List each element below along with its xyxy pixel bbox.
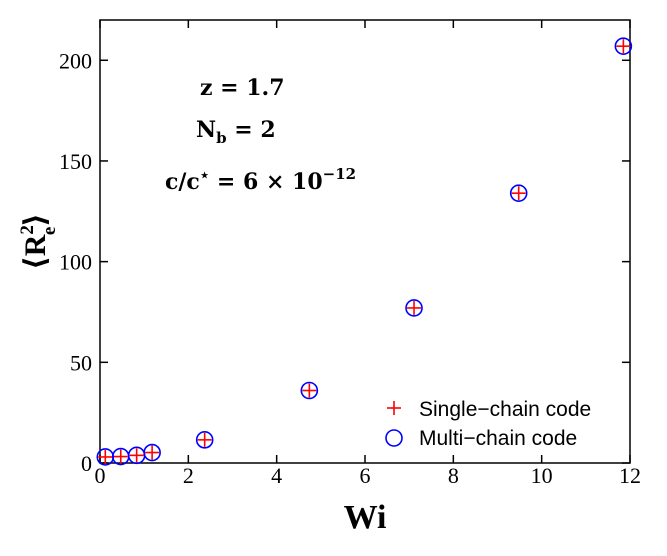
axis-ticks (99, 20, 631, 464)
x-tick-label: 0 (95, 463, 106, 488)
legend-label-multi-chain: Multi−chain code (419, 427, 577, 450)
legend-item-single-chain: Single−chain code (387, 398, 591, 421)
y-axis-label-close: ⟩ (19, 213, 52, 227)
single-chain-point (197, 432, 212, 447)
multi-chain-point (195, 431, 214, 449)
multi-chain-point (614, 37, 633, 55)
y-tick-label: 0 (81, 451, 92, 476)
legend: Single−chain code Multi−chain code (385, 398, 591, 450)
annotation-conc-exp: −12 (323, 165, 356, 183)
x-tick-label: 12 (619, 463, 641, 488)
x-tick-label: 2 (183, 463, 194, 488)
multi-chain-point (405, 299, 423, 317)
data-points (96, 37, 633, 466)
x-tick-label: 4 (271, 463, 282, 488)
x-tick-label: 6 (360, 463, 371, 488)
annotation-nb-main: N (196, 117, 216, 143)
x-tick-label: 10 (531, 463, 553, 488)
x-tick-label: 8 (448, 463, 459, 488)
plot-frame (99, 19, 631, 464)
multi-chain-point (300, 381, 319, 400)
y-axis-label: ⟨R2e⟩ (17, 213, 60, 270)
multi-chain-point (509, 184, 528, 202)
single-chain-point (113, 449, 128, 464)
annotation-nb: Nb = 2 (196, 117, 276, 147)
annotation-nb-sub: b (216, 129, 227, 147)
single-chain-point (98, 449, 113, 464)
annotation-conc-main: c/c (165, 169, 200, 195)
y-tick-label: 200 (59, 48, 92, 73)
annotation-nb-rest: = 2 (227, 117, 276, 143)
y-axis-label-sub: e (39, 227, 60, 235)
single-chain-point (145, 445, 160, 460)
y-tick-label: 100 (59, 250, 92, 275)
annotation-concentration: c/c⋆ = 6 × 10−12 (165, 165, 356, 195)
tick-labels: 0 2 4 6 8 10 12 0 50 100 150 200 (59, 48, 641, 488)
annotation-conc-star: ⋆ (200, 166, 209, 184)
legend-circle-marker (385, 429, 403, 447)
y-axis-label-main: ⟨R (19, 234, 52, 270)
annotation-conc-mid: = 6 × 10 (209, 169, 322, 195)
legend-item-multi-chain: Multi−chain code (385, 427, 577, 450)
annotations: z = 1.7 Nb = 2 c/c⋆ = 6 × 10−12 (165, 75, 356, 195)
y-tick-label: 50 (70, 350, 92, 375)
x-axis-label: Wi (344, 499, 387, 536)
single-chain-point (407, 300, 422, 315)
y-axis-label-sup: 2 (17, 225, 38, 235)
y-tick-label: 150 (59, 149, 92, 174)
single-chain-point (302, 383, 317, 398)
legend-label-single-chain: Single−chain code (419, 398, 591, 421)
single-chain-point (616, 39, 631, 54)
single-chain-point (129, 448, 144, 463)
multi-chain-point (143, 443, 161, 462)
single-chain-point (511, 186, 526, 201)
annotation-z: z = 1.7 (200, 75, 285, 101)
